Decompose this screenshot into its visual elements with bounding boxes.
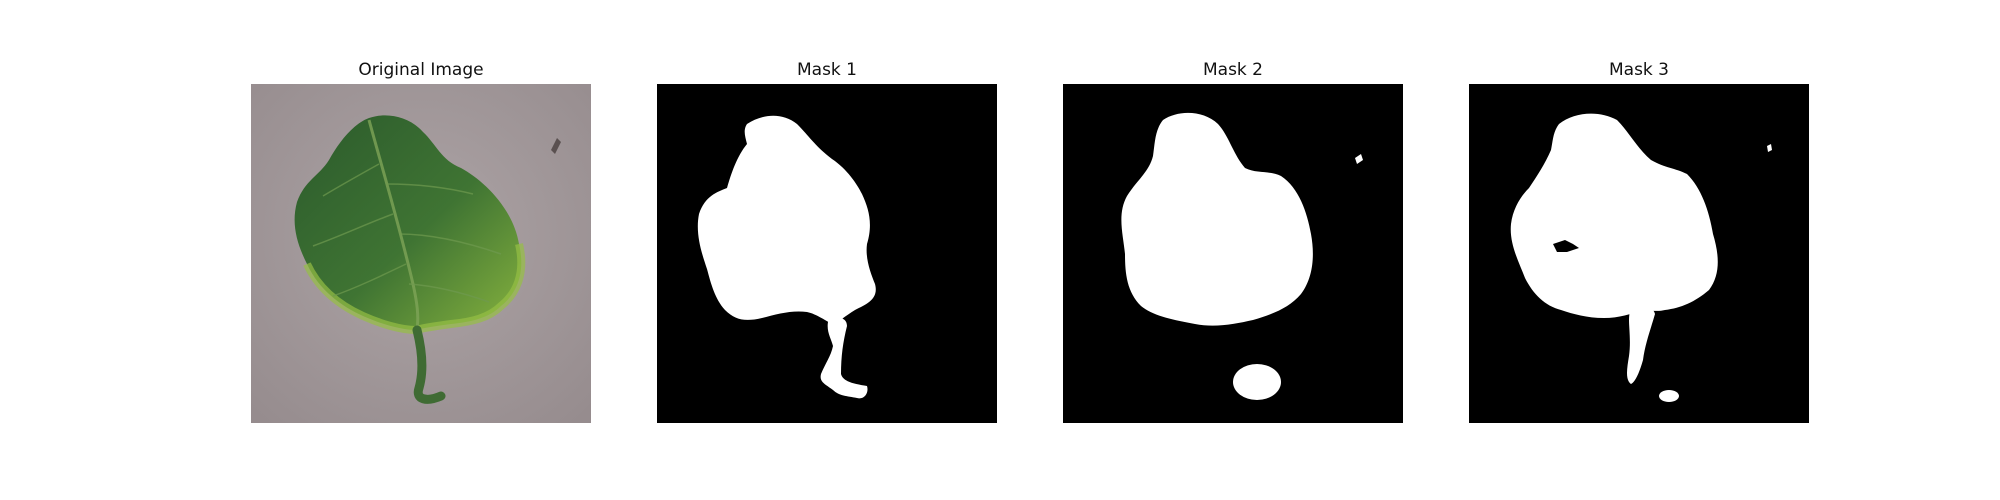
mask-stem xyxy=(820,317,868,399)
panel-mask-3: Mask 3 xyxy=(1469,58,1809,423)
mask-stem xyxy=(1627,304,1655,384)
mask-speck xyxy=(1355,154,1363,164)
panel-title: Mask 2 xyxy=(1202,60,1263,80)
mask-blob xyxy=(697,115,876,324)
mask-1-canvas xyxy=(657,84,997,423)
debris xyxy=(551,138,561,154)
panel-title: Original Image xyxy=(358,60,484,80)
mask-hole xyxy=(1553,240,1579,252)
leaf-veins xyxy=(312,163,502,303)
mask-spot xyxy=(1233,364,1281,400)
mask-blob xyxy=(1121,112,1313,326)
leaf-midrib xyxy=(367,119,420,331)
mask-1-image xyxy=(657,84,997,423)
mask-speck xyxy=(1767,144,1772,152)
panel-title: Mask 1 xyxy=(796,60,857,80)
mask-spot xyxy=(1659,390,1679,402)
leaf-photo xyxy=(251,84,591,423)
panel-original-image: Original Image xyxy=(251,58,591,423)
leaf-stem xyxy=(412,325,446,404)
panel-mask-2: Mask 2 xyxy=(1063,58,1403,423)
mask-3-canvas xyxy=(1469,84,1809,423)
mask-2-image xyxy=(1063,84,1403,423)
leaf-rim xyxy=(303,243,526,335)
original-image xyxy=(251,84,591,423)
panel-title: Mask 3 xyxy=(1608,60,1669,80)
mask-3-image xyxy=(1469,84,1809,423)
mask-2-canvas xyxy=(1063,84,1403,423)
leaf-blade xyxy=(294,115,522,330)
panel-mask-1: Mask 1 xyxy=(657,58,997,423)
mask-blob xyxy=(1510,113,1718,318)
